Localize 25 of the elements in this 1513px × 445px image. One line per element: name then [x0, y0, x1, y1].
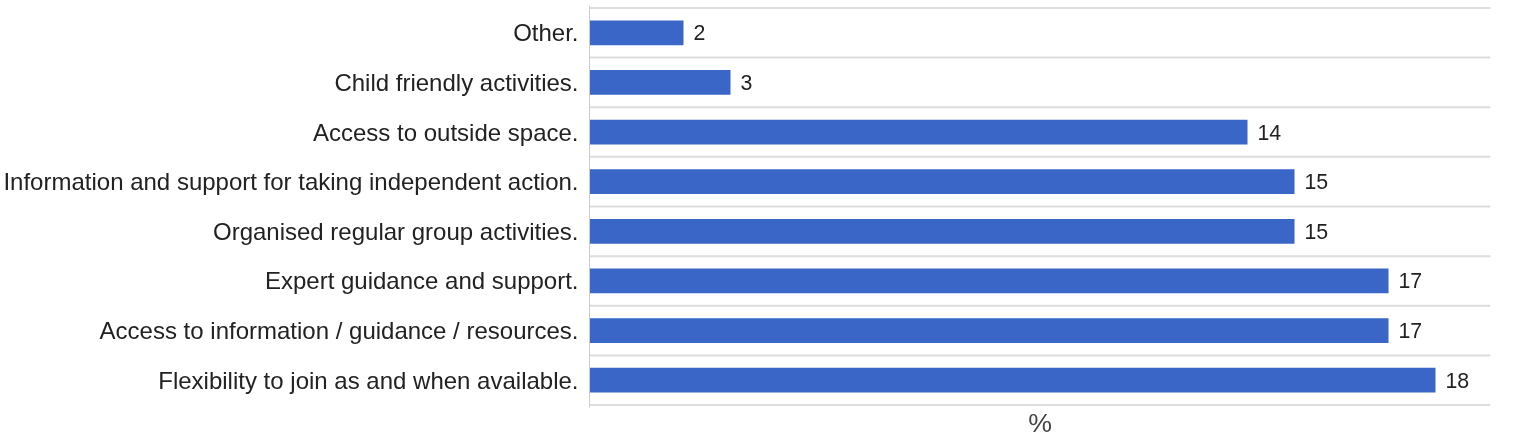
bar — [589, 218, 1295, 244]
bar — [589, 119, 1248, 145]
bar — [589, 20, 684, 46]
y-tick-label: Information and support for taking independent action. — [3, 168, 579, 196]
y-tick-label: Child friendly activities. — [334, 68, 579, 96]
bar — [589, 318, 1389, 343]
data-label: 2 — [693, 21, 706, 46]
data-label: 3 — [740, 70, 753, 95]
data-label: 15 — [1304, 219, 1329, 244]
y-tick-label: Other. — [513, 19, 579, 47]
y-tick-label: Access to outside space. — [313, 118, 579, 146]
data-label: 17 — [1398, 269, 1423, 294]
y-tick-label: Flexibility to join as and when available. — [158, 366, 579, 394]
bar — [589, 268, 1389, 294]
data-label: 17 — [1398, 319, 1423, 344]
y-tick-label: Organised regular group activities. — [212, 217, 579, 245]
bar — [589, 70, 731, 95]
y-tick-label: Access to information / guidance / resources. — [99, 317, 579, 345]
x-axis-title: % — [1028, 407, 1052, 438]
data-label: 15 — [1304, 170, 1329, 195]
y-tick-label: Expert guidance and support. — [264, 267, 579, 295]
bar — [589, 367, 1436, 393]
bar — [589, 169, 1295, 195]
data-label: 18 — [1445, 368, 1470, 393]
data-label: 14 — [1257, 120, 1282, 145]
